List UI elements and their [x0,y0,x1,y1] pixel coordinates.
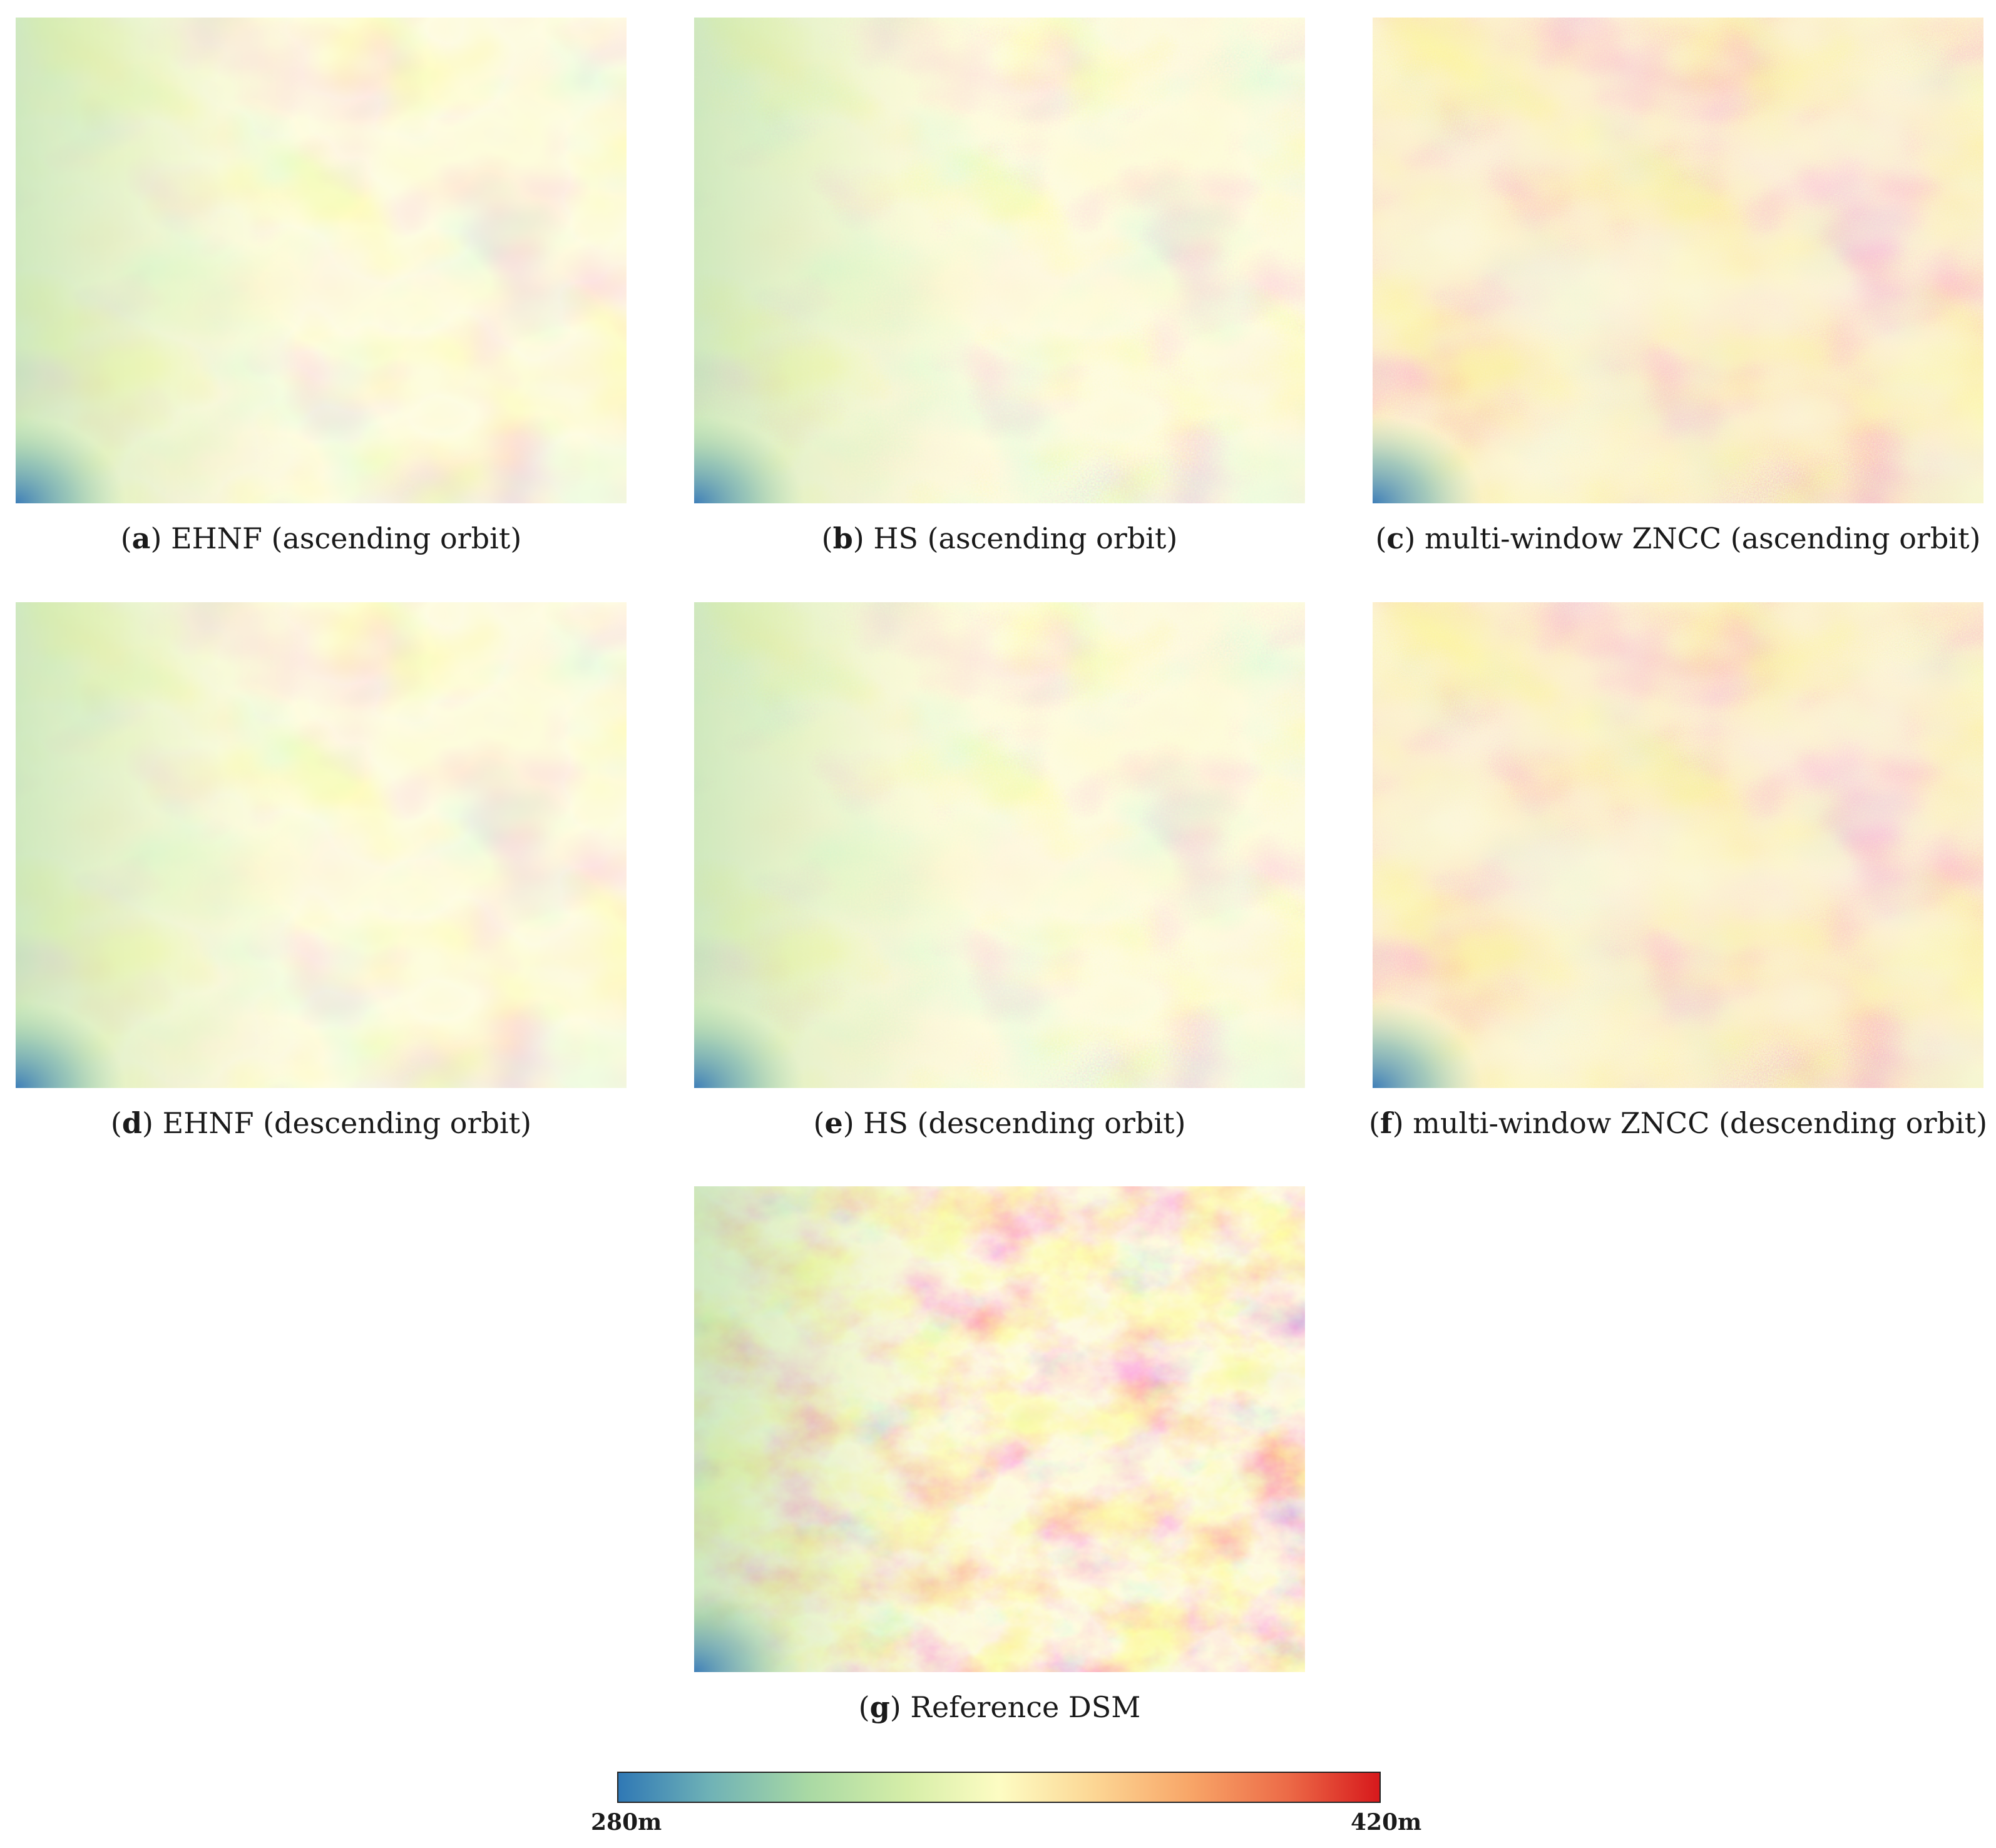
caption-g: (g) Reference DSM [858,1690,1141,1724]
panel-e-image [694,602,1305,1088]
colorbar-max-label: 420m [1351,1809,1422,1835]
panel-f-image [1373,602,1983,1088]
panel-d-image [16,602,627,1088]
caption-b: (b) HS (ascending orbit) [821,521,1178,555]
colorbar-min-label: 280m [591,1809,662,1835]
panel-c-image [1373,18,1983,503]
caption-a: (a) EHNF (ascending orbit) [120,521,522,555]
panel-b-image [694,18,1305,503]
panel-a-image [16,18,627,503]
caption-e: (e) HS (descending orbit) [813,1106,1186,1140]
caption-d: (d) EHNF (descending orbit) [110,1106,532,1140]
panel-g-image [694,1186,1305,1672]
caption-c: (c) multi-window ZNCC (ascending orbit) [1375,521,1981,555]
elevation-colorbar [617,1772,1381,1803]
caption-f: (f) multi-window ZNCC (descending orbit) [1368,1106,1988,1140]
